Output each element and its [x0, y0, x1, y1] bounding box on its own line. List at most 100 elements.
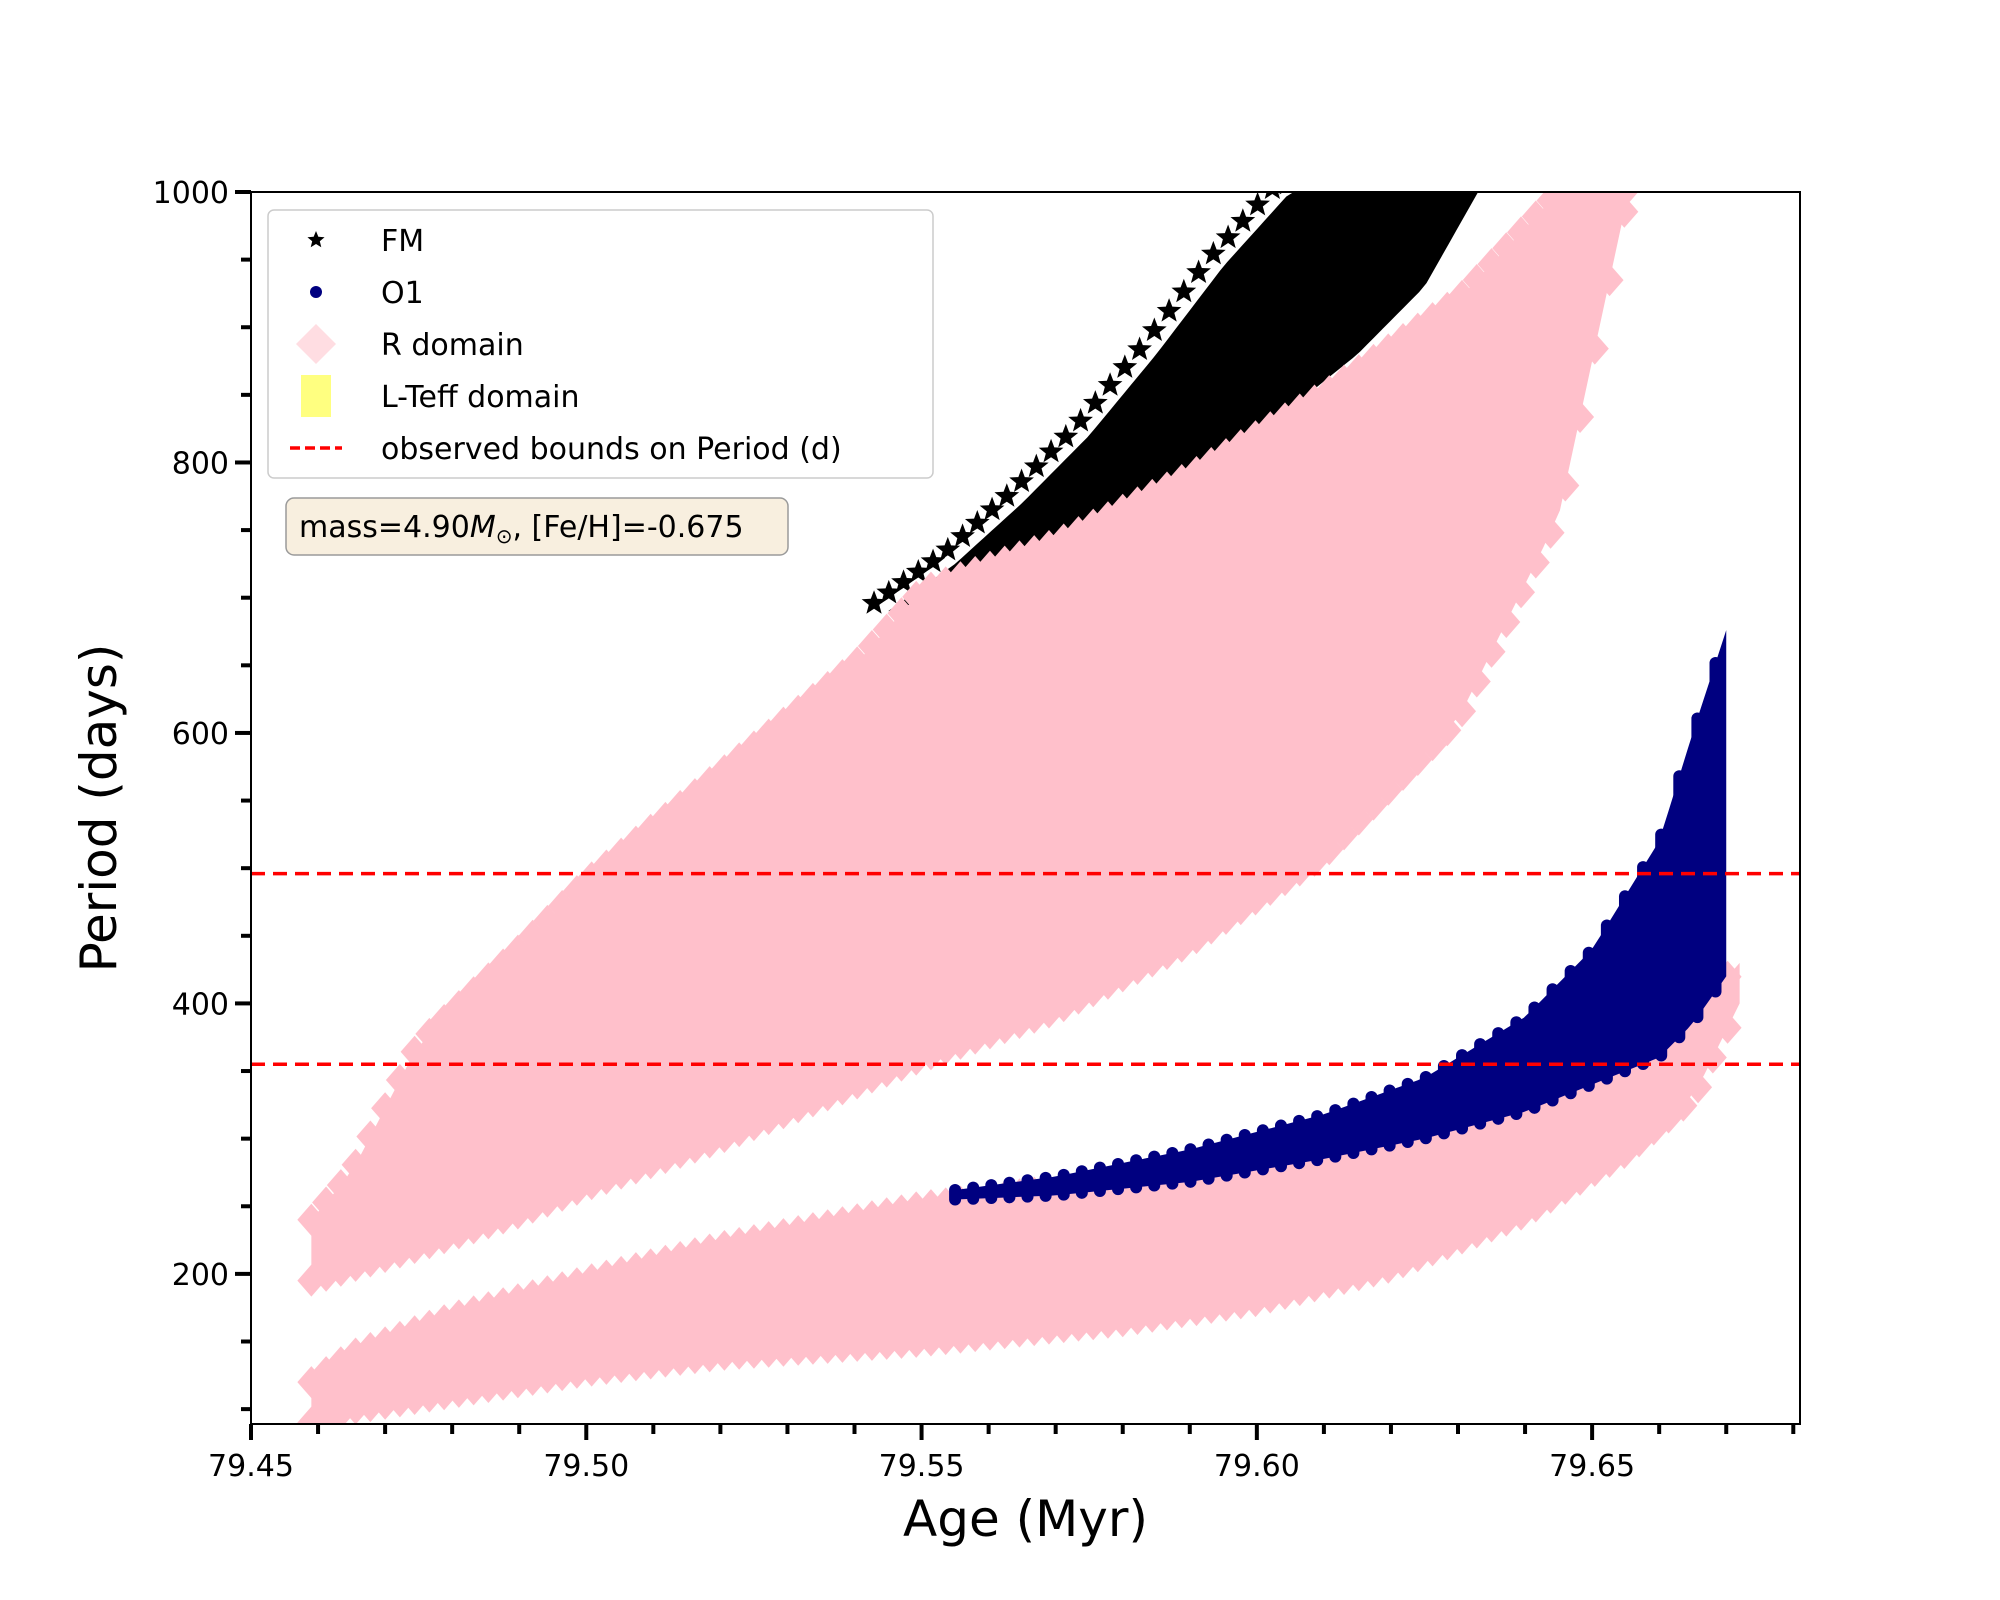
fm-marker — [950, 523, 975, 547]
r-domain-marker — [400, 1035, 429, 1068]
r-domain-marker — [1005, 540, 1034, 573]
y-tick-label: 1000 — [153, 176, 229, 211]
r-domain-marker — [341, 1148, 370, 1181]
fm-marker — [1323, 192, 1339, 195]
x-axis-ticks: 79.45 79.50 79.55 79.60 79.65 — [208, 1424, 1796, 1484]
o1-marker-column — [1130, 1154, 1143, 1194]
o1-marker-column — [1401, 1077, 1414, 1149]
series-o1 — [949, 630, 1727, 1206]
o1-marker-column — [1057, 1168, 1070, 1201]
diamond-icon — [296, 324, 336, 364]
r-domain-marker — [326, 1169, 355, 1202]
fm-marker — [1068, 407, 1093, 432]
o1-marker-column — [985, 1179, 998, 1205]
fm-marker — [1412, 192, 1428, 195]
fm-marker — [1264, 192, 1280, 199]
r-domain-marker — [1536, 516, 1565, 549]
o1-marker-column — [1003, 1176, 1016, 1204]
r-domain-marker — [1448, 279, 1477, 312]
r-domain-marker — [1477, 635, 1506, 668]
r-domain-marker — [887, 597, 916, 630]
r-domain-marker — [1610, 195, 1639, 228]
r-domain-marker — [1580, 332, 1609, 365]
o1-marker-column — [1256, 1124, 1269, 1176]
o1-marker-column — [1274, 1119, 1287, 1173]
o1-marker-column — [1528, 1001, 1541, 1114]
fm-marker — [1382, 192, 1399, 195]
legend: FM O1 R domain L-Teff domain observed bounds… — [267, 209, 934, 479]
o1-marker-column — [1365, 1091, 1378, 1156]
fm-marker — [1156, 298, 1182, 322]
r-domain-marker — [341, 1392, 370, 1424]
r-domain-marker — [1492, 232, 1521, 265]
fm-marker — [1097, 372, 1123, 396]
fm-marker — [1308, 192, 1325, 195]
circle-icon — [310, 286, 322, 298]
o1-marker-column — [1673, 770, 1686, 1044]
o1-marker-column — [1474, 1038, 1487, 1130]
fm-marker — [964, 510, 990, 534]
fm-marker — [979, 496, 1005, 521]
o1-marker-column — [1492, 1027, 1505, 1125]
fm-marker — [1441, 192, 1458, 195]
r-domain-marker — [1521, 200, 1550, 233]
o1-marker-column — [1383, 1084, 1396, 1152]
fm-marker — [1127, 336, 1152, 361]
r-domain-marker — [857, 629, 886, 662]
fm-marker — [1279, 192, 1295, 195]
fm-marker — [1397, 192, 1413, 195]
fm-marker — [1230, 208, 1256, 232]
o1-marker-column — [1112, 1157, 1125, 1196]
o1-marker-column — [1148, 1150, 1161, 1192]
r-domain-marker — [415, 1017, 444, 1050]
fm-marker — [920, 548, 946, 573]
o1-marker-column — [1329, 1104, 1342, 1163]
observed-bounds-lines — [251, 871, 1800, 1067]
axes-frame — [250, 191, 1801, 1425]
legend-item-fm: FM — [307, 224, 424, 259]
band-fill — [311, 962, 1740, 1423]
r-domain-marker — [1093, 501, 1122, 534]
o1-marker-column — [1311, 1110, 1324, 1167]
legend-item-o1: O1 — [310, 276, 424, 311]
r-domain-marker — [1669, 1089, 1698, 1122]
r-domain-marker — [1566, 401, 1595, 434]
o1-marker-column — [1021, 1174, 1034, 1203]
o1-marker-column — [1546, 983, 1559, 1107]
series-r-domain-fm-band- — [297, 192, 1639, 1297]
r-domain-marker — [1713, 1011, 1742, 1044]
o1-marker-column — [1039, 1171, 1052, 1202]
legend-item-l-teff-domain: L-Teff domain — [301, 375, 580, 417]
fm-marker — [891, 569, 916, 593]
legend-label: R domain — [381, 328, 524, 363]
fm-marker — [1141, 317, 1167, 341]
r-domain-marker — [297, 1203, 326, 1236]
r-domain-marker — [326, 1396, 355, 1424]
star-icon — [307, 231, 325, 248]
y-tick-label: 800 — [172, 446, 229, 481]
o1-marker-column — [1564, 964, 1577, 1100]
r-domain-marker — [1462, 263, 1491, 296]
fm-marker — [1023, 453, 1049, 478]
x-axis-label: Age (Myr) — [903, 1490, 1148, 1548]
x-tick-label: 79.65 — [1549, 1449, 1635, 1484]
fm-marker — [1353, 192, 1369, 195]
band-fill — [311, 192, 1626, 1281]
fm-marker — [1200, 240, 1226, 265]
r-domain-marker — [1521, 546, 1550, 579]
annotation-subscript: ⊙ — [496, 524, 513, 548]
r-domain-marker — [1079, 508, 1108, 541]
o1-marker-column — [1709, 657, 1722, 998]
data-bands — [297, 192, 1742, 1424]
r-domain-marker — [385, 1063, 414, 1096]
o1-marker-column — [1202, 1138, 1215, 1185]
fm-marker — [1294, 192, 1310, 195]
parameter-annotation: mass=4.90M⊙, [Fe/H]=-0.675 — [285, 497, 789, 556]
o1-marker-column — [1347, 1097, 1360, 1159]
fm-marker — [1338, 192, 1354, 195]
legend-label: O1 — [381, 276, 424, 311]
o1-marker-column — [967, 1181, 980, 1205]
plot-area — [251, 192, 1800, 1424]
fm-marker — [1245, 192, 1270, 216]
r-domain-marker — [1477, 248, 1506, 281]
